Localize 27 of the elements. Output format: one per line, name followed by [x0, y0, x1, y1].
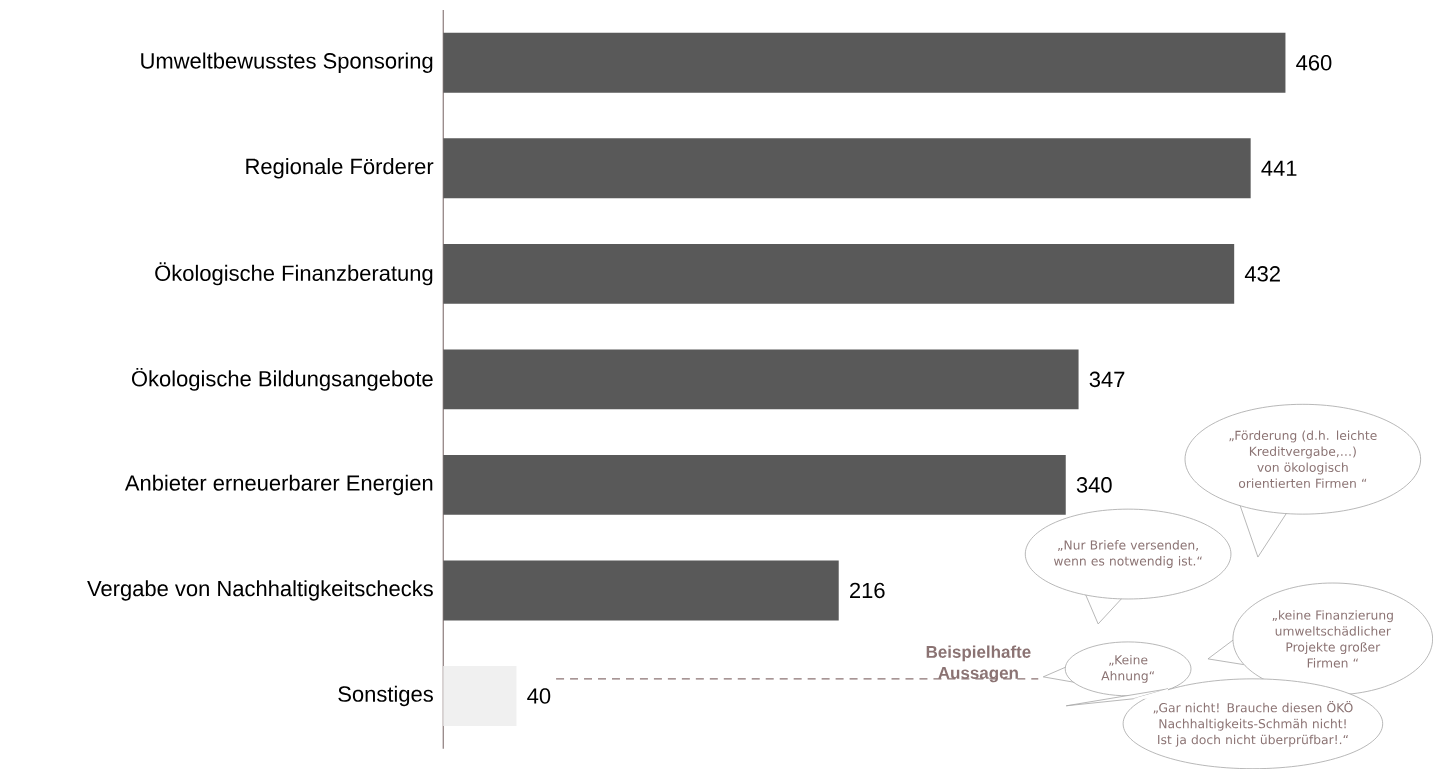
- annotation: „Keine Ahnung“: [1101, 654, 1154, 683]
- y-tick-label: Regionale Förderer: [246, 158, 434, 179]
- bar: [443, 454, 1066, 515]
- y-tick-label: Sonstiges: [338, 685, 433, 707]
- data-label: 347: [1089, 371, 1125, 388]
- data-label: 441: [1261, 160, 1297, 176]
- bar: [443, 138, 1251, 199]
- y-tick-label: Vergabe von Nachhaltigkeitschecks: [87, 580, 433, 601]
- data-label: 216: [850, 582, 885, 599]
- bar: [443, 243, 1235, 304]
- annotation: Beispielhafte Aussagen: [926, 645, 1031, 683]
- y-tick-label: Anbieter erneuerbarer Energien: [124, 474, 433, 496]
- y-tick-label: Ökologische Bildungsangebote: [131, 367, 433, 391]
- data-label: 432: [1244, 266, 1280, 282]
- annotation: „keine Finanzierung umweltschädlicher Projekte großer Firmen “: [1272, 610, 1393, 668]
- bar: [443, 349, 1079, 410]
- bar: [443, 560, 839, 621]
- bar: [443, 665, 517, 726]
- annotation: „Gar nicht! Brauche diesen ÖKÖ Nachhaltigkeits-Schmäh nicht! Ist ja doch nicht überprüfbar!.“: [1153, 700, 1353, 747]
- annotation: „Förderung (d.h. leichte Kreditvergabe,…) von ökologisch orientierten Firmen “: [1229, 430, 1377, 488]
- data-label: 460: [1296, 54, 1332, 71]
- data-label: 40: [527, 688, 551, 704]
- y-tick-label: Ökologische Finanzberatung: [155, 262, 433, 286]
- annotation: „Nur Briefe versenden, wenn es notwendig ist.“: [1053, 540, 1202, 568]
- y-tick-label: Umweltbewusstes Sponsoring: [141, 52, 433, 73]
- data-label: 340: [1076, 477, 1112, 493]
- bar: [443, 32, 1286, 93]
